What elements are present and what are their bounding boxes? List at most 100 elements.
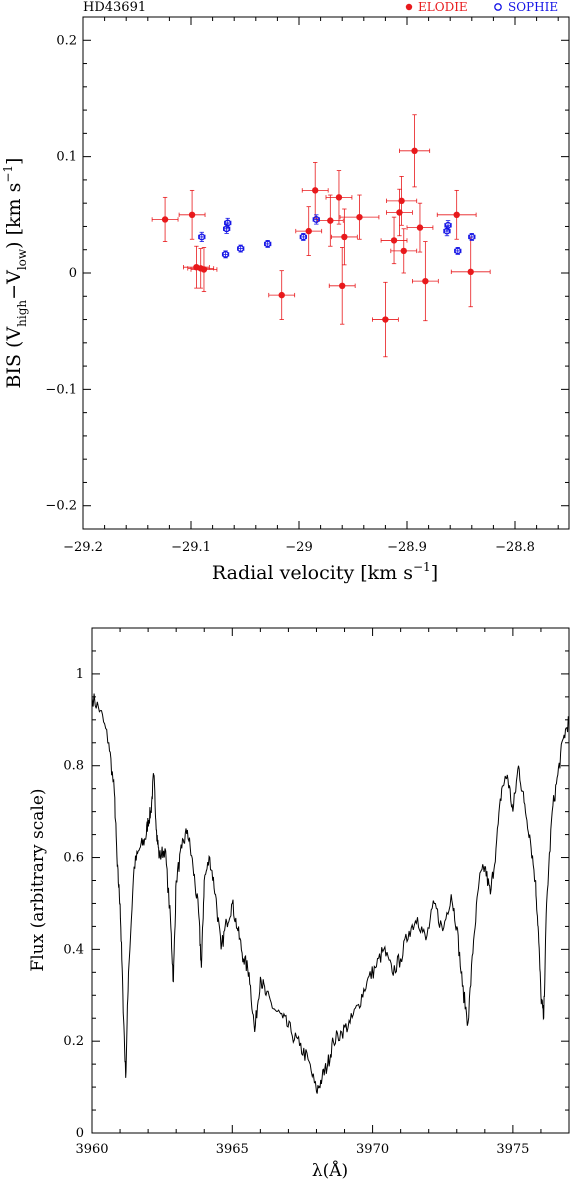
point-marker xyxy=(299,233,307,241)
data-point xyxy=(198,231,206,242)
point-marker xyxy=(396,209,403,216)
data-point xyxy=(312,214,320,225)
series-sophie xyxy=(198,214,476,259)
point-marker xyxy=(454,247,462,255)
plot-frame xyxy=(82,16,570,530)
point-marker xyxy=(327,217,334,224)
data-point xyxy=(299,233,307,241)
data-point xyxy=(450,236,491,308)
x-axis-label: Radial velocity [km s−1] xyxy=(212,560,438,584)
data-point xyxy=(178,189,206,240)
x-axis-label: λ(Å) xyxy=(312,1160,348,1181)
x-tick-label: −28.9 xyxy=(387,540,427,555)
y-tick-label: 0.2 xyxy=(56,33,77,48)
point-marker xyxy=(382,316,389,323)
legend-label-sophie: SOPHIE xyxy=(508,0,558,14)
spectrum-chart: 3960 3965 3970 3975 0 0.2 0.4 0.6 0.8 1 λ(Å) Flux… xyxy=(28,627,570,1181)
point-marker xyxy=(453,211,460,219)
data-point xyxy=(151,196,179,242)
data-point xyxy=(268,270,296,320)
data-point xyxy=(237,244,245,253)
point-marker xyxy=(312,187,319,194)
y-tick-label: −0.1 xyxy=(45,382,77,397)
point-marker xyxy=(422,277,429,285)
data-point xyxy=(390,228,418,274)
y-tick-label: 0.1 xyxy=(56,150,77,165)
point-marker xyxy=(312,216,320,223)
tick-labels: −29.2 −29.1 −29 −28.9 −28.8 −0.2 −0.1 0 0.1 0.2 xyxy=(45,33,535,555)
point-marker xyxy=(411,147,418,155)
y-tick-label: 1 xyxy=(76,667,84,682)
y-axis-label: Flux (arbitrary scale) xyxy=(28,788,48,971)
point-marker xyxy=(198,233,206,241)
legend: ELODIE SOPHIE xyxy=(405,0,558,14)
point-marker xyxy=(398,197,405,205)
legend-label-elodie: ELODIE xyxy=(418,0,468,14)
point-marker xyxy=(416,224,424,231)
data-point xyxy=(190,246,218,293)
axis-ticks xyxy=(82,16,569,530)
x-tick-label: −29.2 xyxy=(63,540,103,555)
bis-chart: HD43691 ELODIE SOPHIE −29.2 −29.1 −29 −28.9… xyxy=(1,0,570,584)
point-marker xyxy=(200,266,208,273)
data-point xyxy=(380,216,408,265)
y-tick-label: −0.2 xyxy=(45,499,77,514)
point-marker xyxy=(444,221,452,229)
x-tick-label: 3960 xyxy=(75,1142,108,1157)
chart-title: HD43691 xyxy=(83,0,146,15)
data-point xyxy=(454,246,462,255)
tick-labels: 3960 3965 3970 3975 0 0.2 0.4 0.6 0.8 1 xyxy=(63,667,529,1157)
point-marker xyxy=(305,227,312,235)
x-tick-label: −29 xyxy=(285,540,312,555)
point-marker xyxy=(237,245,245,253)
data-point xyxy=(386,188,413,237)
data-point xyxy=(372,281,399,358)
series-elodie xyxy=(151,114,491,358)
data-point xyxy=(436,189,477,240)
point-marker xyxy=(339,282,346,289)
data-point xyxy=(406,202,434,253)
x-tick-label: 3975 xyxy=(496,1142,529,1157)
data-point xyxy=(221,250,230,259)
y-tick-label: 0.4 xyxy=(63,942,84,957)
data-point xyxy=(316,194,344,247)
axis-ticks xyxy=(91,627,570,1134)
point-marker xyxy=(341,233,348,241)
point-marker xyxy=(264,240,272,248)
point-marker xyxy=(224,219,232,227)
y-tick-label: 0.2 xyxy=(63,1034,84,1049)
point-marker xyxy=(222,250,230,258)
data-point xyxy=(330,208,358,266)
y-axis-label: BIS (Vhigh−Vlow) [km s−1] xyxy=(1,158,29,389)
flux-line xyxy=(91,693,570,1094)
point-marker xyxy=(468,233,476,241)
x-tick-label: 3970 xyxy=(356,1142,389,1157)
legend-marker-sophie xyxy=(494,3,502,11)
point-marker xyxy=(161,216,169,223)
point-marker xyxy=(467,268,474,276)
y-tick-label: 0.6 xyxy=(63,851,84,866)
data-point xyxy=(386,176,418,226)
data-point xyxy=(325,170,353,225)
data-point xyxy=(339,194,380,240)
x-tick-label: −28.8 xyxy=(495,540,535,555)
data-point xyxy=(328,246,356,325)
y-tick-label: 0 xyxy=(76,1126,84,1141)
data-point xyxy=(224,217,232,229)
point-marker xyxy=(278,291,285,299)
x-tick-label: 3965 xyxy=(216,1142,249,1157)
data-point xyxy=(264,240,272,248)
x-tick-label: −29.1 xyxy=(171,540,211,555)
data-point xyxy=(444,220,452,231)
data-point xyxy=(399,114,431,188)
data-point xyxy=(468,233,476,241)
data-points xyxy=(151,114,491,358)
point-marker xyxy=(390,237,398,244)
point-marker xyxy=(400,247,407,255)
point-marker xyxy=(356,213,363,221)
data-point xyxy=(187,248,215,289)
y-tick-label: 0.8 xyxy=(63,759,84,774)
y-tick-label: 0 xyxy=(69,266,77,281)
point-marker xyxy=(335,194,343,201)
